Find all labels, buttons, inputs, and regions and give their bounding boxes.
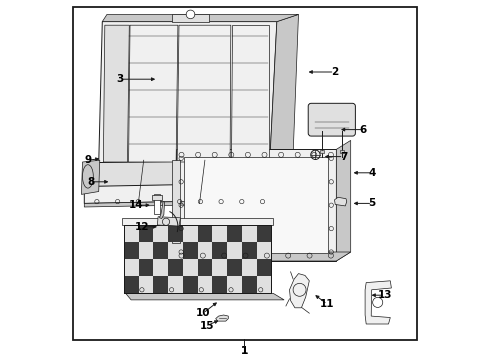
Polygon shape (99, 22, 276, 164)
Bar (123, 225, 271, 293)
Text: 8: 8 (88, 177, 95, 187)
Text: 2: 2 (330, 67, 337, 77)
Bar (256, 259, 271, 276)
Text: 15: 15 (199, 321, 214, 331)
Text: 10: 10 (196, 308, 210, 318)
Polygon shape (336, 140, 350, 261)
Bar (123, 276, 139, 293)
Bar (183, 276, 197, 293)
FancyBboxPatch shape (307, 103, 355, 136)
Text: 4: 4 (368, 168, 375, 178)
Text: 14: 14 (129, 200, 143, 210)
Bar (320, 150, 323, 153)
Bar (197, 225, 212, 242)
Polygon shape (81, 160, 100, 194)
Bar (197, 259, 212, 276)
Polygon shape (157, 217, 180, 226)
Bar (212, 276, 227, 293)
Bar (123, 225, 271, 293)
Circle shape (186, 10, 194, 19)
Bar (123, 242, 139, 259)
Bar (256, 225, 271, 242)
Text: 5: 5 (368, 198, 375, 208)
Bar (242, 242, 256, 259)
Polygon shape (231, 25, 268, 162)
Text: 3: 3 (117, 74, 123, 84)
Text: 7: 7 (339, 152, 346, 162)
Polygon shape (177, 25, 230, 162)
Polygon shape (289, 274, 309, 308)
Bar (183, 157, 328, 253)
Polygon shape (84, 183, 273, 203)
Polygon shape (128, 25, 178, 162)
Bar (153, 242, 168, 259)
Bar (227, 225, 242, 242)
Text: 11: 11 (319, 299, 334, 309)
Polygon shape (84, 160, 273, 187)
Text: 1: 1 (241, 346, 247, 356)
Polygon shape (159, 202, 164, 219)
Text: 1: 1 (241, 346, 247, 356)
Bar (339, 150, 343, 153)
Polygon shape (365, 281, 390, 324)
Bar (139, 225, 153, 242)
Polygon shape (334, 197, 346, 206)
Bar (242, 276, 256, 293)
Bar (139, 259, 153, 276)
Text: 13: 13 (377, 290, 391, 300)
Bar (153, 276, 168, 293)
Bar (176, 149, 336, 261)
Polygon shape (122, 218, 273, 225)
Text: 6: 6 (359, 125, 366, 135)
Polygon shape (103, 25, 129, 162)
Text: 12: 12 (134, 222, 149, 232)
Polygon shape (176, 252, 350, 261)
Bar (183, 242, 197, 259)
Polygon shape (84, 200, 273, 207)
Polygon shape (102, 14, 298, 22)
Polygon shape (125, 293, 284, 300)
Bar (172, 160, 179, 243)
Bar (227, 259, 242, 276)
Bar (153, 194, 160, 214)
Bar (172, 14, 208, 22)
Bar (212, 242, 227, 259)
Bar (152, 195, 162, 200)
Polygon shape (269, 14, 298, 164)
Bar (168, 259, 183, 276)
Polygon shape (215, 315, 228, 321)
Text: 9: 9 (84, 155, 91, 165)
Bar (168, 225, 183, 242)
